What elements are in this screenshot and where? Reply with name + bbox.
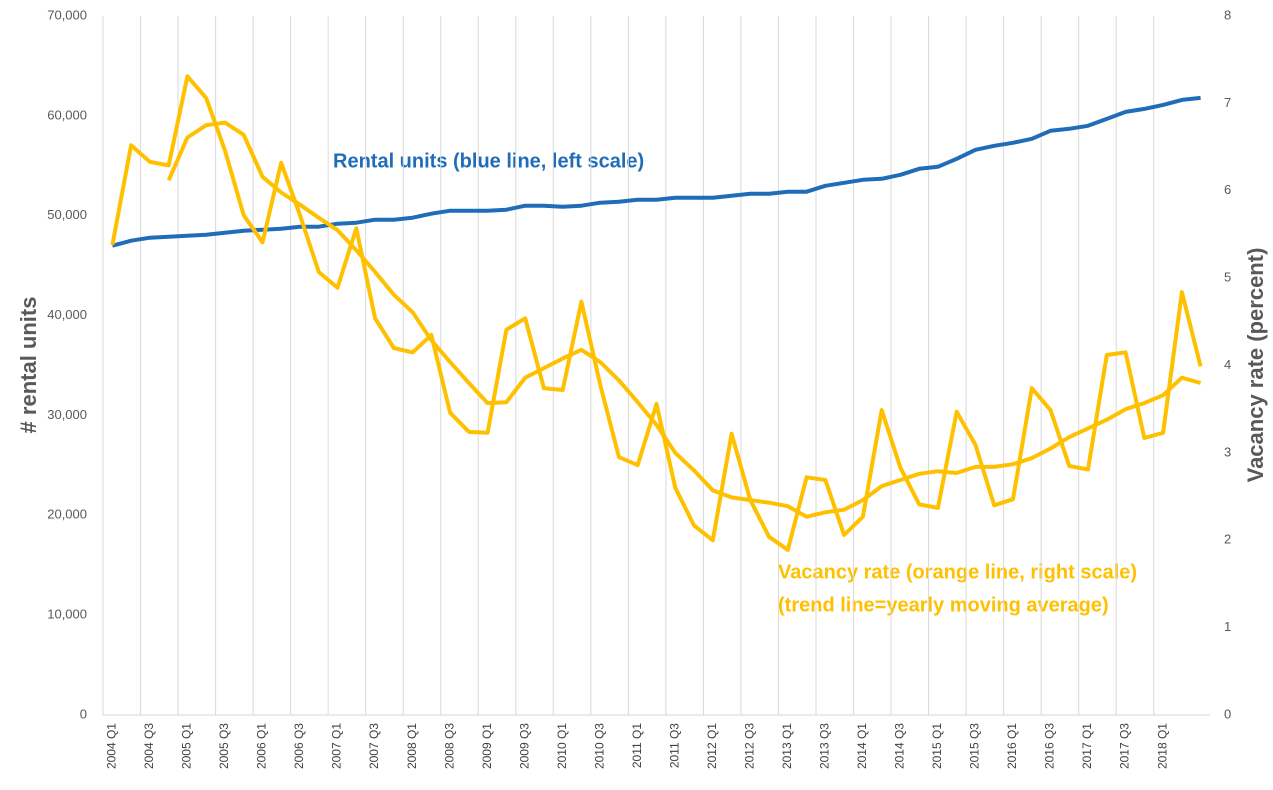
x-tick-label: 2005 Q1 — [180, 723, 194, 769]
data-line — [111, 95, 1201, 248]
y-tick-label: 40,000 — [47, 307, 87, 322]
x-tick-label: 2007 Q3 — [367, 723, 381, 769]
x-tick-label: 2016 Q1 — [1005, 723, 1019, 769]
x-tick-label: 2017 Q3 — [1118, 723, 1132, 769]
y2-tick-label: 0 — [1224, 706, 1231, 721]
x-tick-label: 2015 Q3 — [968, 723, 982, 769]
x-tick-label: 2010 Q3 — [592, 723, 606, 769]
x-tick-label: 2004 Q3 — [142, 723, 156, 769]
annotation: (trend line=yearly moving average) — [778, 594, 1109, 616]
data-line — [166, 120, 1202, 519]
y2-tick-label: 8 — [1224, 7, 1231, 22]
x-tick-label: 2004 Q1 — [105, 723, 119, 769]
annotation: Vacancy rate (orange line, right scale) — [778, 561, 1137, 583]
y2-tick-label: 2 — [1224, 532, 1231, 547]
y-tick-label: 10,000 — [47, 607, 87, 622]
y2-tick-label: 3 — [1224, 444, 1231, 459]
x-tick-label: 2012 Q1 — [705, 723, 719, 769]
y2-tick-label: 6 — [1224, 182, 1231, 197]
y-tick-label: 70,000 — [47, 7, 87, 22]
x-tick-label: 2014 Q3 — [893, 723, 907, 769]
y2-tick-label: 7 — [1224, 95, 1231, 110]
y2-tick-label: 4 — [1224, 357, 1231, 372]
x-tick-label: 2006 Q3 — [292, 723, 306, 769]
y-tick-label: 50,000 — [47, 207, 87, 222]
x-tick-label: 2016 Q3 — [1043, 723, 1057, 769]
x-tick-label: 2006 Q1 — [255, 723, 269, 769]
x-tick-label: 2005 Q3 — [217, 723, 231, 769]
x-tick-label: 2015 Q1 — [930, 723, 944, 769]
y-tick-label: 20,000 — [47, 507, 87, 522]
annotation: Rental units (blue line, left scale) — [333, 150, 644, 172]
x-tick-label: 2011 Q1 — [630, 723, 644, 768]
x-tick-label: 2008 Q3 — [442, 723, 456, 769]
y2-axis-label: Vacancy rate (percent) — [1243, 248, 1268, 483]
y-axis-label: # rental units — [16, 297, 41, 434]
x-tick-label: 2009 Q3 — [517, 723, 531, 769]
y2-tick-label: 5 — [1224, 270, 1231, 285]
x-tick-label: 2011 Q3 — [667, 723, 681, 768]
x-tick-label: 2013 Q1 — [780, 723, 794, 769]
y-tick-label: 0 — [80, 706, 87, 721]
x-tick-label: 2013 Q3 — [818, 723, 832, 769]
data-line — [110, 74, 1203, 552]
x-tick-label: 2009 Q1 — [480, 723, 494, 769]
y2-tick-label: 1 — [1224, 619, 1231, 634]
y-tick-label: 30,000 — [47, 407, 87, 422]
x-tick-label: 2018 Q1 — [1155, 723, 1169, 769]
x-tick-label: 2012 Q3 — [742, 723, 756, 769]
y-tick-label: 60,000 — [47, 107, 87, 122]
x-tick-label: 2010 Q1 — [555, 723, 569, 769]
x-tick-label: 2007 Q1 — [330, 723, 344, 769]
x-tick-label: 2008 Q1 — [405, 723, 419, 769]
x-tick-label: 2017 Q1 — [1080, 723, 1094, 769]
x-tick-label: 2014 Q1 — [855, 723, 869, 769]
